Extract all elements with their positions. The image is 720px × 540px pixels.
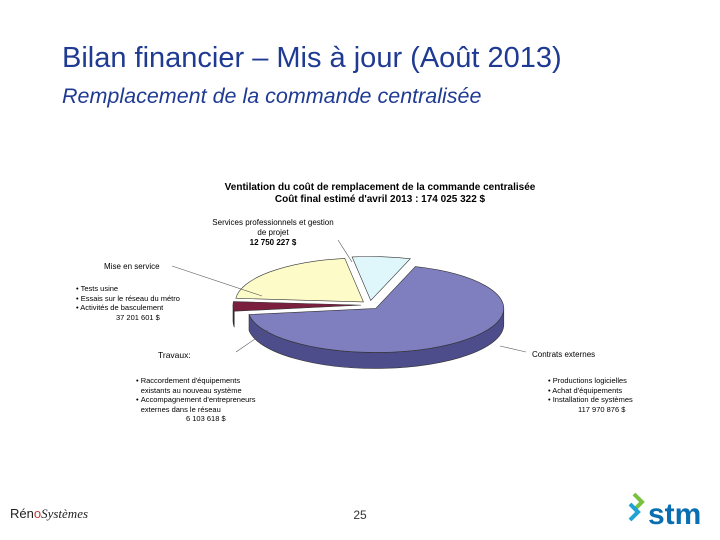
label-services-value: 12 750 227 $ — [249, 238, 297, 247]
contrats-detail-3: Installation de systèmes — [548, 395, 633, 405]
stm-text: stm — [648, 498, 701, 530]
stm-chevron-top — [632, 492, 645, 512]
slice-mise-en-service — [235, 258, 364, 303]
label-contrats-details: Productions logicielles Achat d'équipeme… — [548, 376, 633, 414]
label-services: Services professionnels et gestion de pr… — [208, 218, 338, 248]
contrats-value: 117 970 876 $ — [578, 404, 626, 414]
label-mise-details: Tests usine Essais sur le réseau du métr… — [76, 284, 180, 322]
travaux-detail-1: • Raccordement d'équipements existants a… — [136, 376, 281, 395]
label-travaux: Travaux: — [158, 350, 191, 360]
travaux-value: 6 103 618 $ — [186, 414, 226, 423]
leader-services — [337, 239, 353, 263]
travaux-detail-1-text: Raccordement d'équipements existants au … — [140, 376, 242, 395]
leader-travaux — [235, 329, 269, 353]
label-mise-en-service: Mise en service — [104, 262, 160, 271]
mise-detail-1: Tests usine — [76, 284, 180, 294]
mise-value: 37 201 601 $ — [116, 312, 160, 322]
stm-logo: stm — [624, 490, 712, 531]
travaux-detail-2: • Accompagnement d'entrepreneurs externe… — [136, 395, 281, 414]
slice-travaux — [232, 301, 362, 312]
stm-logo-mark: stm — [628, 492, 701, 531]
logo-left-part1: Rén — [10, 506, 34, 521]
logo-left-part2: Systèmes — [41, 506, 89, 521]
slice-services-professionnels — [351, 256, 411, 302]
mise-detail-2: Essais sur le réseau du métro — [76, 294, 180, 304]
label-travaux-details: • Raccordement d'équipements existants a… — [136, 376, 281, 424]
chart-title: Ventilation du coût de remplacement de l… — [224, 182, 536, 193]
mise-detail-3: Activités de basculement — [76, 303, 180, 313]
leader-contrats — [499, 345, 527, 353]
leader-mise — [171, 265, 263, 297]
contrats-detail-2: Achat d'équipements — [548, 386, 633, 396]
chart-subtitle: Coût final estimé d'avril 2013 : 174 025… — [274, 194, 486, 205]
travaux-detail-2-text: Accompagnement d'entrepreneurs externes … — [140, 395, 256, 414]
chart-title-block: Ventilation du coût de remplacement de l… — [170, 182, 590, 206]
slide-title: Bilan financier – Mis à jour (Août 2013) — [62, 42, 562, 74]
stm-chevron-bottom — [628, 502, 641, 522]
page-number: 25 — [353, 508, 367, 522]
slice-contrats-externes — [248, 266, 505, 353]
label-services-name: Services professionnels et gestion de pr… — [212, 218, 334, 237]
renosystemes-logo: RénoSystèmes — [10, 506, 88, 522]
slide-subtitle: Remplacement de la commande centralisée — [62, 84, 482, 108]
contrats-detail-1: Productions logicielles — [548, 376, 633, 386]
logo-left-glyph: o — [33, 506, 42, 521]
label-contrats: Contrats externes — [532, 350, 596, 359]
